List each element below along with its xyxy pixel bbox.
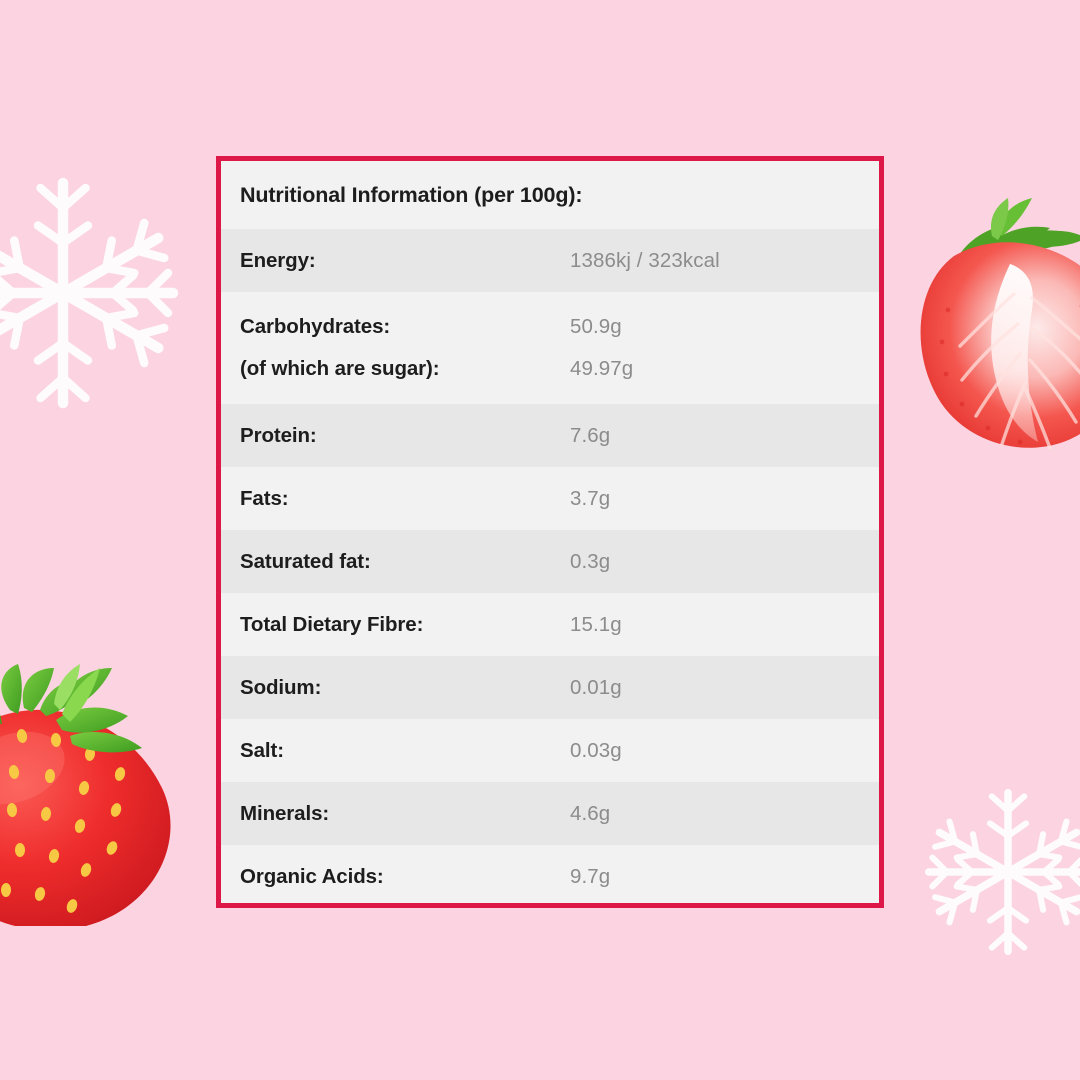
table-header-row: Nutritional Information (per 100g): (221, 161, 879, 229)
snowflake-icon (0, 168, 188, 418)
row-value: 0.3g (570, 549, 611, 573)
table-row-protein: Protein: 7.6g (221, 404, 879, 467)
strawberry-whole-image (0, 664, 196, 926)
table-subrow-carbohydrates: Carbohydrates: 50.9g (221, 306, 879, 348)
table-row-salt: Salt: 0.03g (221, 719, 879, 782)
table-row-saturated-fat: Saturated fat: 0.3g (221, 530, 879, 593)
page-title: Nutritional Information (per 100g): (240, 182, 583, 207)
table-subrow-sugar: (of which are sugar): 49.97g (221, 348, 879, 390)
table-row-organic-acids: Organic Acids: 9.7g (221, 845, 879, 903)
nutrition-table: Nutritional Information (per 100g): Ener… (221, 161, 879, 903)
table-row-fats: Fats: 3.7g (221, 467, 879, 530)
strawberry-half-image (892, 190, 1080, 452)
row-value: 1386kj / 323kcal (570, 248, 720, 272)
row-value: 49.97g (570, 357, 634, 380)
row-value: 50.9g (570, 315, 622, 338)
row-label: Saturated fat: (240, 549, 371, 573)
row-label: Energy: (240, 248, 316, 272)
row-label: Total Dietary Fibre: (240, 612, 424, 636)
row-value: 0.01g (570, 675, 622, 699)
snowflake-icon (918, 782, 1080, 962)
row-label: Fats: (240, 486, 289, 510)
row-label: Organic Acids: (240, 864, 384, 888)
row-label: (of which are sugar): (240, 357, 440, 380)
row-value: 15.1g (570, 612, 622, 636)
row-label: Carbohydrates: (240, 315, 391, 338)
row-value: 9.7g (570, 864, 611, 888)
row-label: Salt: (240, 738, 284, 762)
row-label: Protein: (240, 423, 317, 447)
row-value: 4.6g (570, 801, 611, 825)
table-row-sodium: Sodium: 0.01g (221, 656, 879, 719)
row-value: 3.7g (570, 486, 611, 510)
row-label: Minerals: (240, 801, 330, 825)
row-value: 7.6g (570, 423, 611, 447)
table-row-energy: Energy: 1386kj / 323kcal (221, 229, 879, 292)
nutrition-information-card: Nutritional Information (per 100g): Ener… (216, 156, 884, 908)
row-value: 0.03g (570, 738, 622, 762)
row-label: Sodium: (240, 675, 322, 699)
table-row-carbohydrates: Carbohydrates: 50.9g (of which are sugar… (221, 292, 879, 404)
table-row-minerals: Minerals: 4.6g (221, 782, 879, 845)
table-row-total-dietary-fibre: Total Dietary Fibre: 15.1g (221, 593, 879, 656)
